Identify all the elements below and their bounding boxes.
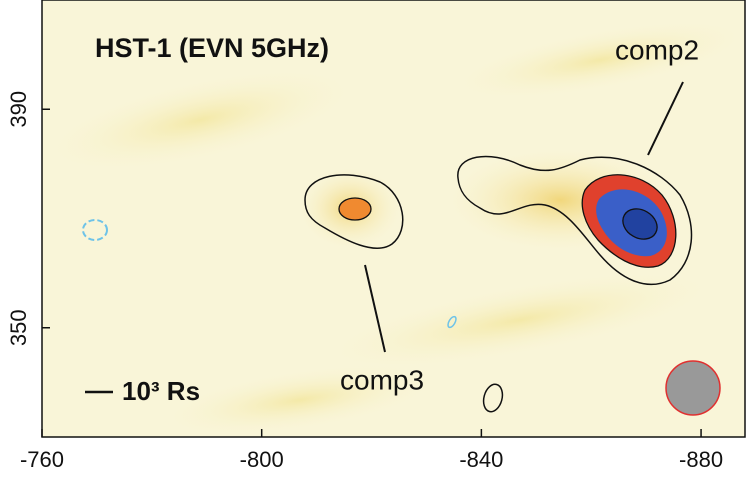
chart-title: HST-1 (EVN 5GHz) — [95, 33, 329, 63]
y-tick-label: 390 — [6, 91, 31, 128]
frame — [41, 0, 746, 438]
annotation: comp2 — [615, 34, 699, 65]
y-tick-label: 350 — [6, 309, 31, 346]
image — [42, 0, 745, 437]
x-tick-label: -840 — [459, 447, 503, 472]
x-tick-label: -880 — [679, 447, 723, 472]
annotation: comp3 — [340, 364, 424, 395]
x-tick-label: -760 — [20, 447, 64, 472]
x-tick-label: -800 — [240, 447, 284, 472]
scale-label: 10³ Rs — [122, 376, 200, 406]
